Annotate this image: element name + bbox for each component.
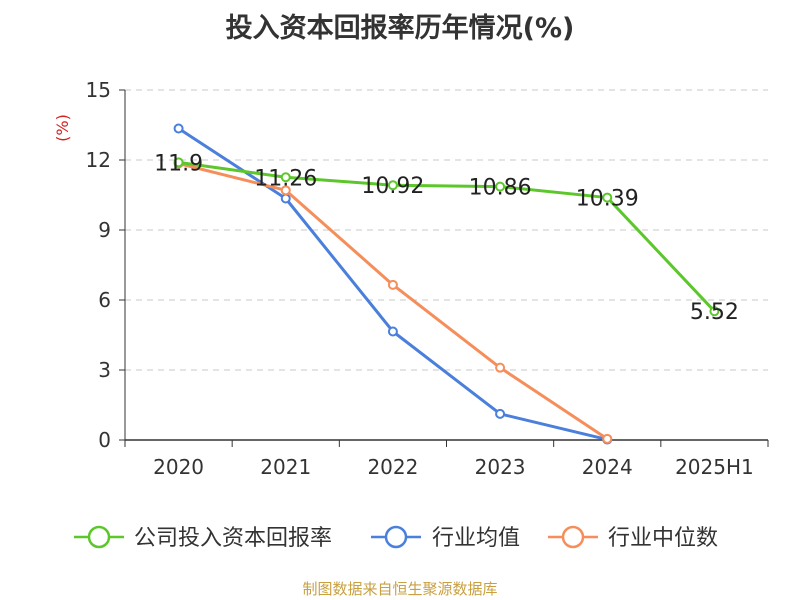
chart-title: 投入资本回报率历年情况(%) [225,13,575,44]
data-point [280,185,291,196]
y-tick-label: 0 [98,428,111,452]
data-point [495,181,506,192]
axes: 0 3 6 9 12 15 (%) 2020 2021 2022 2023 2024 2025H1 [53,78,769,479]
legend-marker [384,525,408,549]
y-tick-label: 12 [86,148,111,172]
data-point [280,193,291,204]
x-tick-label: 2023 [475,455,526,479]
data-label: 11.9 [154,151,203,176]
source-note: 制图数据来自恒生聚源数据库 [302,580,498,598]
grid-lines [125,89,768,371]
legend-marker [87,525,111,549]
series-line [178,162,609,441]
series-line [178,160,716,313]
y-tick-label: 15 [86,78,111,102]
data-label: 10.92 [361,174,424,199]
x-tick-label: 2021 [260,455,311,479]
data-point [387,180,398,191]
data-point [280,172,291,183]
data-point [173,157,184,168]
legend-marker [561,525,585,549]
x-tick-label: 2022 [367,455,418,479]
data-point [602,192,613,203]
y-tick-label: 9 [98,218,111,242]
data-point [495,362,506,373]
data-point [709,306,720,317]
data-labels: 11.9 11.26 10.92 10.86 10.39 5.52 [154,151,739,325]
data-label: 10.39 [576,187,639,212]
y-axis-label: (%) [53,114,72,142]
legend-label[interactable]: 公司投入资本回报率 [134,526,332,551]
y-tick-label: 3 [98,358,111,382]
x-tick-label: 2025H1 [675,455,754,479]
legend-label[interactable]: 行业均值 [432,526,520,551]
legend-label[interactable]: 行业中位数 [608,526,718,551]
series-lines [173,123,720,445]
data-label: 10.86 [469,176,532,201]
data-point [173,123,184,134]
legend: 公司投入资本回报率 行业均值 行业中位数 [74,525,718,551]
data-label: 5.52 [690,300,739,325]
y-tick-label: 6 [98,288,111,312]
data-point [387,326,398,337]
data-label: 11.26 [254,166,317,191]
x-tick-label: 2024 [582,455,633,479]
x-tick-label: 2020 [153,455,204,479]
data-point [495,408,506,419]
data-point [387,279,398,290]
data-point [602,433,613,444]
